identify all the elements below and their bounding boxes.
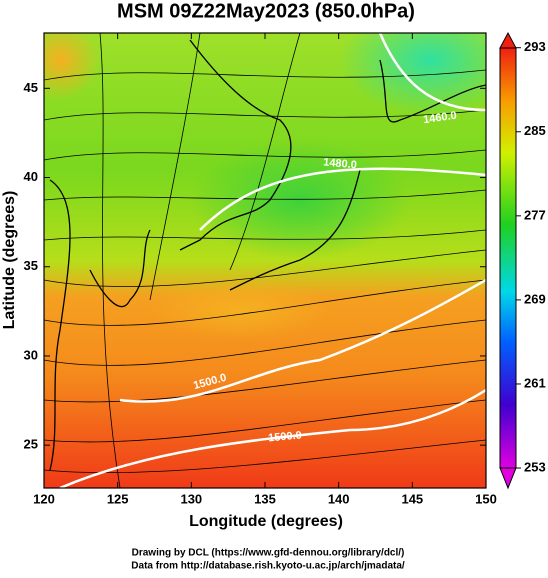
x-tick-label: 140 bbox=[328, 491, 350, 506]
x-tick-label: 130 bbox=[180, 491, 202, 506]
colorbar-tick-label: 269 bbox=[524, 291, 546, 306]
x-tick-label: 135 bbox=[254, 491, 276, 506]
y-axis-label: Latitude (degrees) bbox=[1, 191, 18, 330]
colorbar-extend bbox=[499, 31, 517, 49]
y-tick-label: 25 bbox=[24, 437, 38, 452]
contour-label: 1480.0 bbox=[323, 156, 358, 171]
footer-line: Data from http://database.rish.kyoto-u.a… bbox=[131, 561, 405, 572]
y-tick-label: 40 bbox=[24, 169, 38, 184]
x-tick-label: 125 bbox=[107, 491, 129, 506]
y-tick-label: 30 bbox=[24, 347, 38, 362]
x-axis-label: Longitude (degrees) bbox=[189, 513, 343, 530]
colorbar-tick-label: 293 bbox=[524, 39, 546, 54]
chart-title: MSM 09Z22May2023 (850.0hPa) bbox=[117, 0, 415, 22]
field bbox=[44, 33, 486, 488]
colorbar-extend bbox=[499, 467, 517, 490]
contour-label: 1460.0 bbox=[422, 110, 457, 127]
x-tick-label: 145 bbox=[401, 491, 423, 506]
colorbar-tick-label: 253 bbox=[524, 459, 546, 474]
colorbar-tick-label: 261 bbox=[524, 375, 546, 390]
colorbar-tick-label: 285 bbox=[524, 123, 546, 138]
x-tick-label: 150 bbox=[475, 491, 497, 506]
y-tick-label: 45 bbox=[24, 80, 38, 95]
x-tick-label: 120 bbox=[33, 491, 55, 506]
colorbar bbox=[499, 47, 517, 469]
footer-line: Drawing by DCL (https://www.gfd-dennou.o… bbox=[132, 548, 405, 559]
colorbar-tick-label: 277 bbox=[524, 207, 546, 222]
contour-label: 1500.0 bbox=[268, 429, 303, 444]
y-tick-label: 35 bbox=[24, 258, 38, 273]
